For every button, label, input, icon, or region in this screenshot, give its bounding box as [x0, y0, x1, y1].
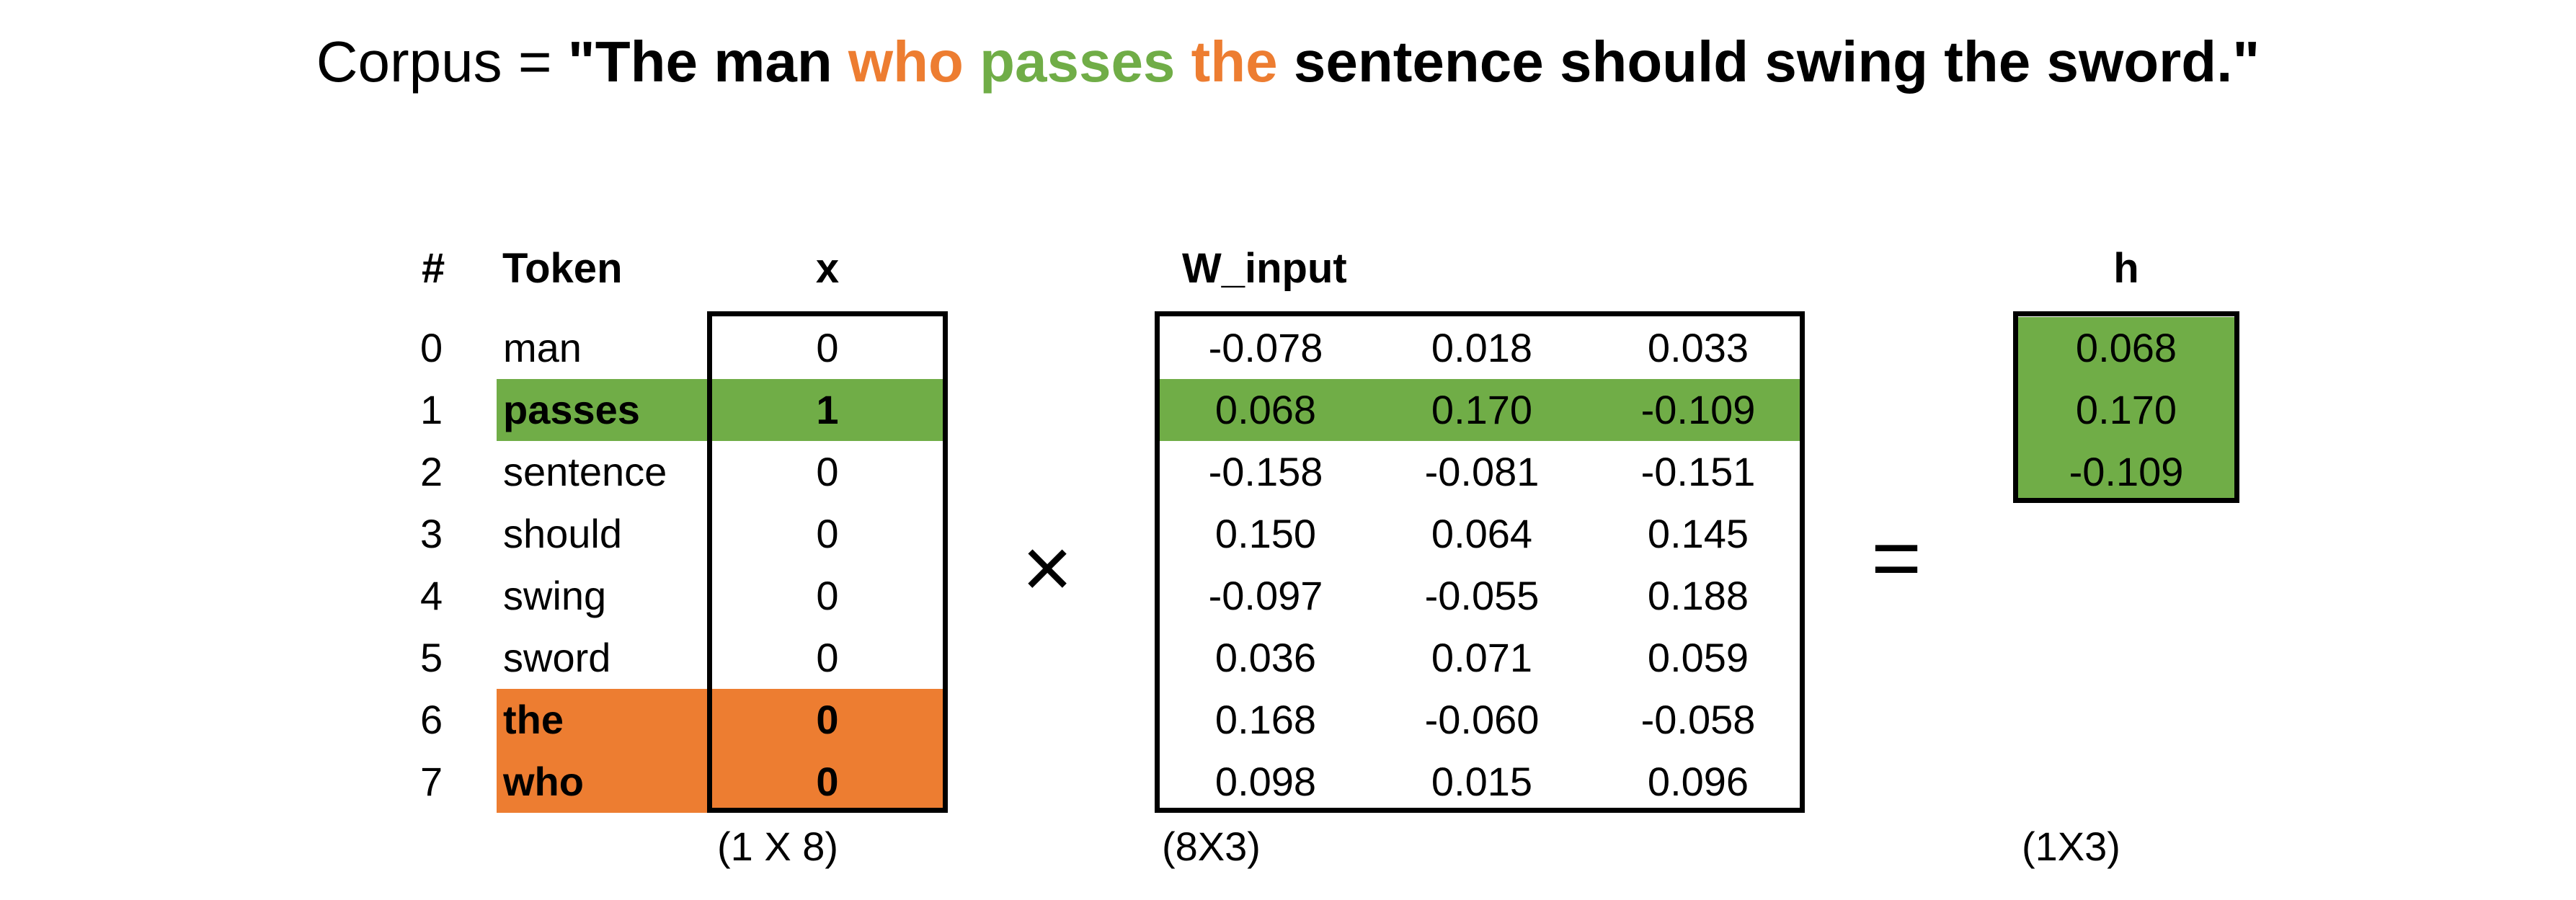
highlight-token-x-row-passes	[497, 379, 945, 441]
x-vector-values: 0 1 0 0 0 0 0 0	[710, 317, 945, 813]
w-input-cell: -0.097	[1208, 573, 1323, 618]
x-value: 0	[816, 449, 839, 494]
highlight-w-input-row-passes	[1158, 379, 1802, 441]
header-w-input: W_input	[1182, 245, 1347, 292]
x-value: 0	[816, 635, 839, 680]
row-index: 3	[420, 511, 443, 556]
w-input-cell: -0.081	[1424, 449, 1540, 494]
row-index: 6	[420, 697, 443, 742]
row-index: 0	[420, 325, 443, 370]
row-index: 4	[420, 573, 443, 618]
h-vector-values: 0.068 0.170 -0.109	[2017, 317, 2235, 503]
token-sentence: sentence	[503, 449, 667, 494]
token-column: man passes sentence should swing sword t…	[503, 317, 712, 813]
w-input-cell: 0.071	[1431, 635, 1533, 680]
header-h: h	[2113, 245, 2139, 292]
header-x: x	[815, 245, 840, 292]
w-input-cell: 0.096	[1647, 759, 1749, 804]
highlight-token-x-rows-the-who	[497, 689, 945, 813]
w-input-cell: 0.068	[1214, 387, 1317, 432]
x-value: 0	[816, 573, 839, 618]
w-input-cell: 0.188	[1647, 573, 1749, 618]
corpus-word-1: who	[848, 30, 980, 94]
corpus-open-quote: "	[567, 30, 595, 94]
w-input-cell: 0.145	[1647, 511, 1749, 556]
corpus-sentence: Corpus = "The man who passes the sentenc…	[0, 20, 2576, 103]
token-swing: swing	[503, 573, 607, 618]
h-vector-fill	[2017, 317, 2235, 503]
dimension-h: (1X3)	[2022, 824, 2120, 869]
row-index: 7	[420, 759, 443, 804]
token-who: who	[503, 759, 584, 804]
w-input-cell: 0.036	[1214, 635, 1317, 680]
w-input-cell: -0.055	[1424, 573, 1540, 618]
w-input-cell: 0.064	[1431, 511, 1533, 556]
header-token: Token	[502, 245, 623, 292]
w-input-cell: 0.059	[1647, 635, 1749, 680]
x-vector-border	[707, 311, 948, 813]
w-input-cell: -0.058	[1640, 697, 1756, 742]
x-value: 0	[816, 511, 839, 556]
w-input-column-2: 0.033 -0.109 -0.151 0.145 0.188 0.059 -0…	[1590, 317, 1806, 813]
x-value: 0	[816, 325, 839, 370]
token-should: should	[503, 511, 623, 556]
corpus-word-2: passes	[980, 30, 1191, 94]
token-man: man	[503, 325, 582, 370]
token-passes: passes	[503, 387, 640, 432]
w-input-column-1: 0.018 0.170 -0.081 0.064 -0.055 0.071 -0…	[1374, 317, 1590, 813]
h-value: 0.068	[2075, 325, 2177, 370]
dimension-w-input: (8X3)	[1162, 824, 1261, 869]
w-input-cell: 0.098	[1214, 759, 1317, 804]
w-input-cell: -0.078	[1208, 325, 1323, 370]
dimension-x: (1 X 8)	[717, 824, 839, 869]
row-index: 2	[420, 449, 443, 494]
w-input-cell: -0.060	[1424, 697, 1540, 742]
w-input-cell: 0.150	[1214, 511, 1317, 556]
token-sword: sword	[503, 635, 611, 680]
w-input-cell: -0.151	[1640, 449, 1756, 494]
corpus-close-quote: "	[2232, 30, 2260, 94]
h-vector-border	[2013, 311, 2239, 503]
w-input-cell: -0.158	[1208, 449, 1323, 494]
row-index: 5	[420, 635, 443, 680]
w-input-column-0: -0.078 0.068 -0.158 0.150 -0.097 0.036 0…	[1158, 317, 1374, 813]
token-the: the	[503, 697, 564, 742]
w-input-cell: 0.170	[1431, 387, 1533, 432]
w-input-cell: 0.018	[1431, 325, 1533, 370]
corpus-label: Corpus =	[316, 30, 568, 94]
w-input-cell: 0.168	[1214, 697, 1317, 742]
corpus-word-3: the	[1191, 30, 1294, 94]
row-index: 1	[420, 387, 443, 432]
w-input-cell: 0.033	[1647, 325, 1749, 370]
corpus-word-0: The man	[595, 30, 848, 94]
multiply-operator: ×	[1022, 520, 1073, 616]
h-value: 0.170	[2075, 387, 2177, 432]
w-input-cell: -0.109	[1640, 387, 1756, 432]
header-index: #	[422, 245, 445, 292]
equals-operator: =	[1871, 509, 1922, 606]
index-column: 0 1 2 3 4 5 6 7	[420, 317, 449, 813]
corpus-word-4: sentence should swing the sword.	[1293, 30, 2233, 94]
x-value: 0	[816, 697, 839, 742]
h-value: -0.109	[2069, 449, 2184, 494]
w-input-matrix-border	[1155, 311, 1805, 813]
w-input-cell: 0.015	[1431, 759, 1533, 804]
x-value: 0	[816, 759, 839, 804]
x-value: 1	[816, 387, 839, 432]
